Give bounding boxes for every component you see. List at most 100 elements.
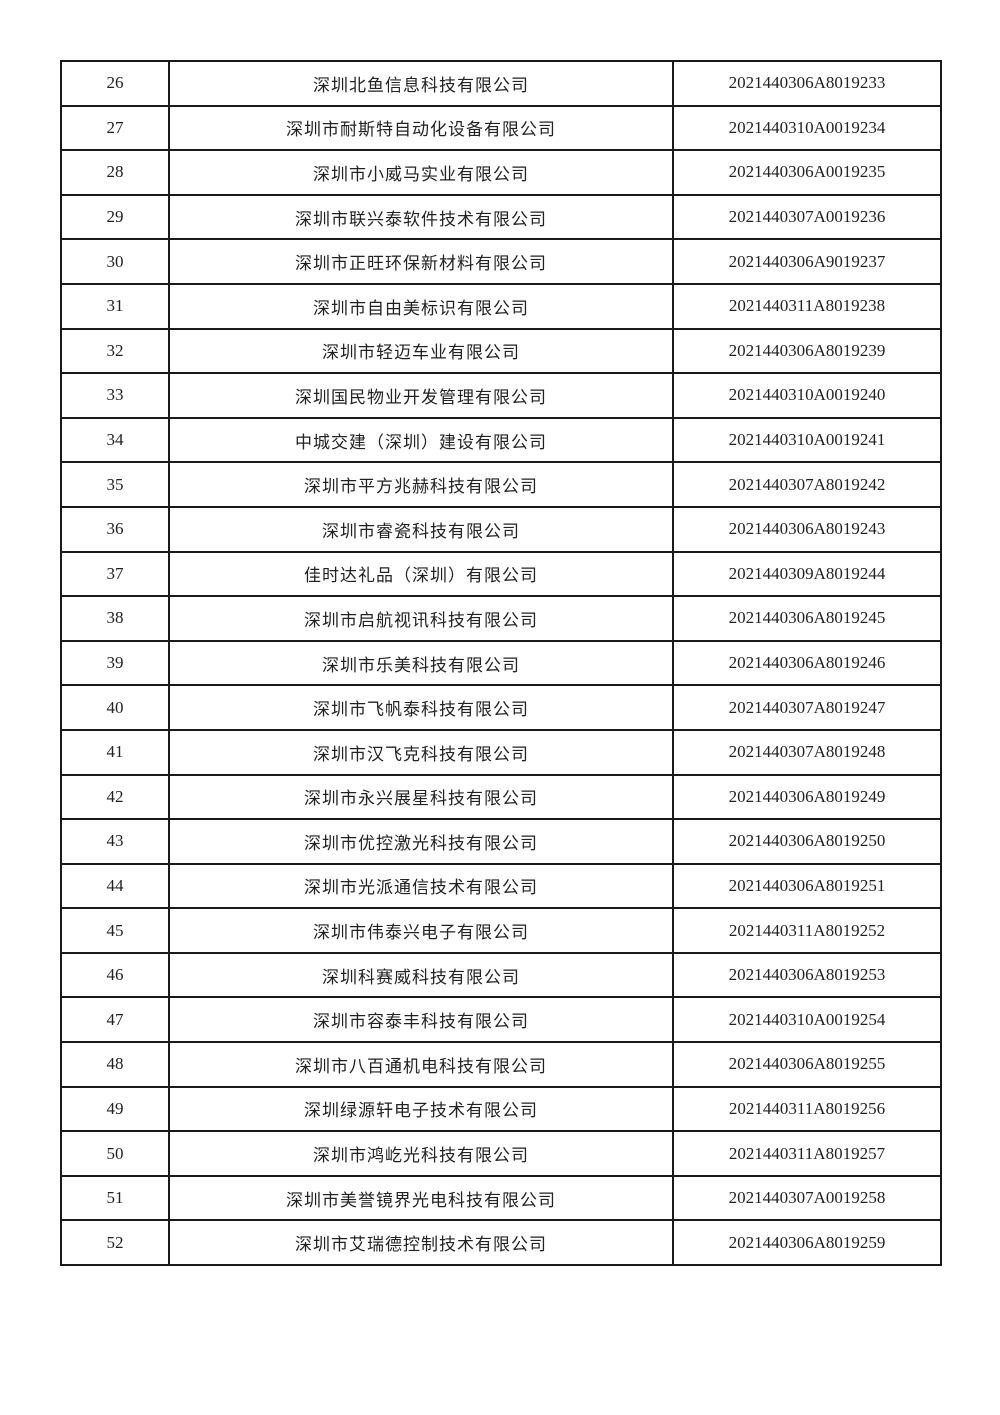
table-row: 47 深圳市容泰丰科技有限公司 2021440310A0019254 <box>60 996 942 1044</box>
row-number-cell: 31 <box>60 282 170 330</box>
row-number-cell: 37 <box>60 550 170 598</box>
registration-code-cell: 2021440309A8019244 <box>672 550 942 598</box>
row-number-cell: 30 <box>60 238 170 285</box>
row-number-cell: 29 <box>60 193 170 241</box>
company-name-cell: 深圳科赛威科技有限公司 <box>168 951 674 999</box>
company-name-cell: 中城交建（深圳）建设有限公司 <box>168 416 674 464</box>
registration-code-cell: 2021440310A0019254 <box>672 996 942 1044</box>
registration-code-cell: 2021440306A0019235 <box>672 149 942 196</box>
company-name-cell: 深圳市鸿屹光科技有限公司 <box>168 1130 674 1177</box>
company-name-cell: 深圳市汉飞克科技有限公司 <box>168 728 674 776</box>
registration-code-cell: 2021440306A8019243 <box>672 505 942 553</box>
table-row: 37 佳时达礼品（深圳）有限公司 2021440309A8019244 <box>60 550 942 598</box>
registration-code-cell: 2021440306A8019251 <box>672 862 942 910</box>
table-row: 27 深圳市耐斯特自动化设备有限公司 2021440310A0019234 <box>60 104 942 152</box>
table-row: 39 深圳市乐美科技有限公司 2021440306A8019246 <box>60 639 942 687</box>
registration-code-cell: 2021440307A8019242 <box>672 461 942 508</box>
table-row: 33 深圳国民物业开发管理有限公司 2021440310A0019240 <box>60 372 942 419</box>
row-number-cell: 40 <box>60 684 170 731</box>
company-name-cell: 深圳市耐斯特自动化设备有限公司 <box>168 104 674 152</box>
table-row: 42 深圳市永兴展星科技有限公司 2021440306A8019249 <box>60 773 942 821</box>
registration-code-cell: 2021440311A8019252 <box>672 907 942 954</box>
table-row: 44 深圳市光派通信技术有限公司 2021440306A8019251 <box>60 862 942 910</box>
registration-code-cell: 2021440306A8019259 <box>672 1219 942 1267</box>
table-body: 26 深圳北鱼信息科技有限公司 2021440306A8019233 27 深圳市耐斯特… <box>60 60 942 1267</box>
row-number-cell: 50 <box>60 1130 170 1177</box>
row-number-cell: 35 <box>60 461 170 508</box>
company-name-cell: 深圳市容泰丰科技有限公司 <box>168 996 674 1044</box>
row-number-cell: 48 <box>60 1041 170 1088</box>
company-list-table: 26 深圳北鱼信息科技有限公司 2021440306A8019233 27 深圳市耐斯特… <box>60 60 942 1267</box>
row-number-cell: 51 <box>60 1174 170 1222</box>
row-number-cell: 33 <box>60 372 170 419</box>
registration-code-cell: 2021440306A8019250 <box>672 818 942 865</box>
table-row: 45 深圳市伟泰兴电子有限公司 2021440311A8019252 <box>60 907 942 954</box>
table-row: 32 深圳市轻迈车业有限公司 2021440306A8019239 <box>60 327 942 375</box>
table-row: 35 深圳市平方兆赫科技有限公司 2021440307A8019242 <box>60 461 942 508</box>
company-name-cell: 深圳市联兴泰软件技术有限公司 <box>168 193 674 241</box>
company-name-cell: 深圳市美誉镜界光电科技有限公司 <box>168 1174 674 1222</box>
registration-code-cell: 2021440306A8019253 <box>672 951 942 999</box>
table-row: 40 深圳市飞帆泰科技有限公司 2021440307A8019247 <box>60 684 942 731</box>
registration-code-cell: 2021440307A0019236 <box>672 193 942 241</box>
row-number-cell: 27 <box>60 104 170 152</box>
company-name-cell: 深圳市艾瑞德控制技术有限公司 <box>168 1219 674 1267</box>
company-name-cell: 深圳市八百通机电科技有限公司 <box>168 1041 674 1088</box>
company-name-cell: 深圳国民物业开发管理有限公司 <box>168 372 674 419</box>
table-row: 29 深圳市联兴泰软件技术有限公司 2021440307A0019236 <box>60 193 942 241</box>
row-number-cell: 42 <box>60 773 170 821</box>
company-name-cell: 深圳市小威马实业有限公司 <box>168 149 674 196</box>
registration-code-cell: 2021440307A8019247 <box>672 684 942 731</box>
registration-code-cell: 2021440306A8019239 <box>672 327 942 375</box>
table-row: 34 中城交建（深圳）建设有限公司 2021440310A0019241 <box>60 416 942 464</box>
registration-code-cell: 2021440311A8019256 <box>672 1085 942 1133</box>
table-row: 26 深圳北鱼信息科技有限公司 2021440306A8019233 <box>60 60 942 107</box>
company-name-cell: 深圳市飞帆泰科技有限公司 <box>168 684 674 731</box>
row-number-cell: 38 <box>60 595 170 642</box>
table-row: 52 深圳市艾瑞德控制技术有限公司 2021440306A8019259 <box>60 1219 942 1267</box>
company-name-cell: 深圳市睿瓷科技有限公司 <box>168 505 674 553</box>
company-name-cell: 深圳市自由美标识有限公司 <box>168 282 674 330</box>
registration-code-cell: 2021440306A8019246 <box>672 639 942 687</box>
company-name-cell: 深圳市轻迈车业有限公司 <box>168 327 674 375</box>
row-number-cell: 34 <box>60 416 170 464</box>
table-row: 50 深圳市鸿屹光科技有限公司 2021440311A8019257 <box>60 1130 942 1177</box>
table-row: 49 深圳绿源轩电子技术有限公司 2021440311A8019256 <box>60 1085 942 1133</box>
row-number-cell: 47 <box>60 996 170 1044</box>
company-name-cell: 深圳市乐美科技有限公司 <box>168 639 674 687</box>
company-name-cell: 佳时达礼品（深圳）有限公司 <box>168 550 674 598</box>
company-name-cell: 深圳市正旺环保新材料有限公司 <box>168 238 674 285</box>
company-name-cell: 深圳市永兴展星科技有限公司 <box>168 773 674 821</box>
registration-code-cell: 2021440307A0019258 <box>672 1174 942 1222</box>
row-number-cell: 44 <box>60 862 170 910</box>
registration-code-cell: 2021440310A0019240 <box>672 372 942 419</box>
table-row: 41 深圳市汉飞克科技有限公司 2021440307A8019248 <box>60 728 942 776</box>
table-row: 30 深圳市正旺环保新材料有限公司 2021440306A9019237 <box>60 238 942 285</box>
registration-code-cell: 2021440311A8019257 <box>672 1130 942 1177</box>
company-name-cell: 深圳市伟泰兴电子有限公司 <box>168 907 674 954</box>
table-row: 48 深圳市八百通机电科技有限公司 2021440306A8019255 <box>60 1041 942 1088</box>
row-number-cell: 36 <box>60 505 170 553</box>
row-number-cell: 28 <box>60 149 170 196</box>
company-name-cell: 深圳市启航视讯科技有限公司 <box>168 595 674 642</box>
row-number-cell: 49 <box>60 1085 170 1133</box>
table-row: 31 深圳市自由美标识有限公司 2021440311A8019238 <box>60 282 942 330</box>
company-name-cell: 深圳市光派通信技术有限公司 <box>168 862 674 910</box>
row-number-cell: 46 <box>60 951 170 999</box>
company-name-cell: 深圳市优控激光科技有限公司 <box>168 818 674 865</box>
registration-code-cell: 2021440306A8019249 <box>672 773 942 821</box>
row-number-cell: 41 <box>60 728 170 776</box>
table-row: 51 深圳市美誉镜界光电科技有限公司 2021440307A0019258 <box>60 1174 942 1222</box>
registration-code-cell: 2021440307A8019248 <box>672 728 942 776</box>
row-number-cell: 39 <box>60 639 170 687</box>
table-row: 43 深圳市优控激光科技有限公司 2021440306A8019250 <box>60 818 942 865</box>
company-name-cell: 深圳绿源轩电子技术有限公司 <box>168 1085 674 1133</box>
table-row: 46 深圳科赛威科技有限公司 2021440306A8019253 <box>60 951 942 999</box>
row-number-cell: 52 <box>60 1219 170 1267</box>
row-number-cell: 32 <box>60 327 170 375</box>
company-name-cell: 深圳北鱼信息科技有限公司 <box>168 60 674 107</box>
registration-code-cell: 2021440306A8019255 <box>672 1041 942 1088</box>
registration-code-cell: 2021440310A0019234 <box>672 104 942 152</box>
company-name-cell: 深圳市平方兆赫科技有限公司 <box>168 461 674 508</box>
row-number-cell: 26 <box>60 60 170 107</box>
